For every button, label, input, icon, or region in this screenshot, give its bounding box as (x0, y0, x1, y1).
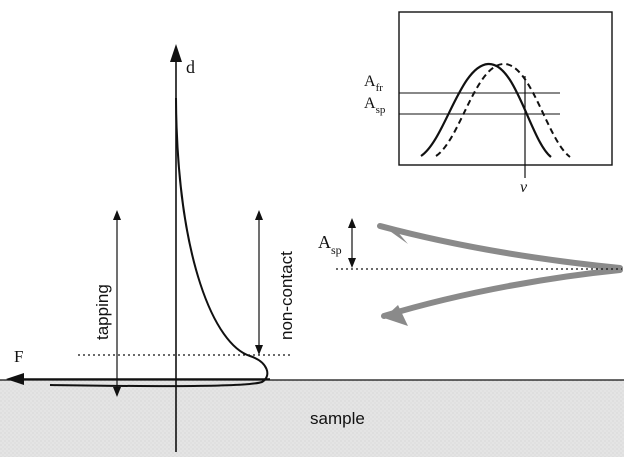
tapping-arrowhead-top (113, 210, 121, 220)
non-contact-arrowhead-bottom (255, 345, 263, 355)
sample-label: sample (310, 409, 365, 428)
non-contact-label: non-contact (277, 251, 296, 340)
cantilever-lower (381, 267, 623, 319)
inset-frame (398, 11, 613, 166)
tip-upper (380, 224, 408, 244)
inset-A-fr-label: Afr (364, 73, 383, 94)
force-curve (49, 97, 269, 388)
d-axis-arrowhead (170, 44, 182, 62)
inset-A-sp-label: Asp (364, 95, 386, 116)
amplitude-label: Asp (318, 232, 342, 257)
amplitude-arrowhead-top (348, 218, 356, 228)
cantilever-upper (377, 223, 623, 271)
inset-nu-label: ν (520, 179, 528, 196)
f-axis-label: F (14, 347, 23, 366)
inset-solid-resonance (420, 62, 552, 158)
non-contact-arrowhead-top (255, 210, 263, 220)
inset-dashed-resonance (435, 62, 571, 158)
f-axis-arrowhead (6, 373, 24, 385)
tapping-arrowhead-bottom (113, 387, 121, 397)
sample-surface (0, 380, 624, 457)
tapping-label: tapping (93, 284, 112, 340)
d-axis-label: d (186, 57, 195, 77)
amplitude-arrowhead-bottom (348, 258, 356, 268)
tip-lower (384, 305, 408, 326)
